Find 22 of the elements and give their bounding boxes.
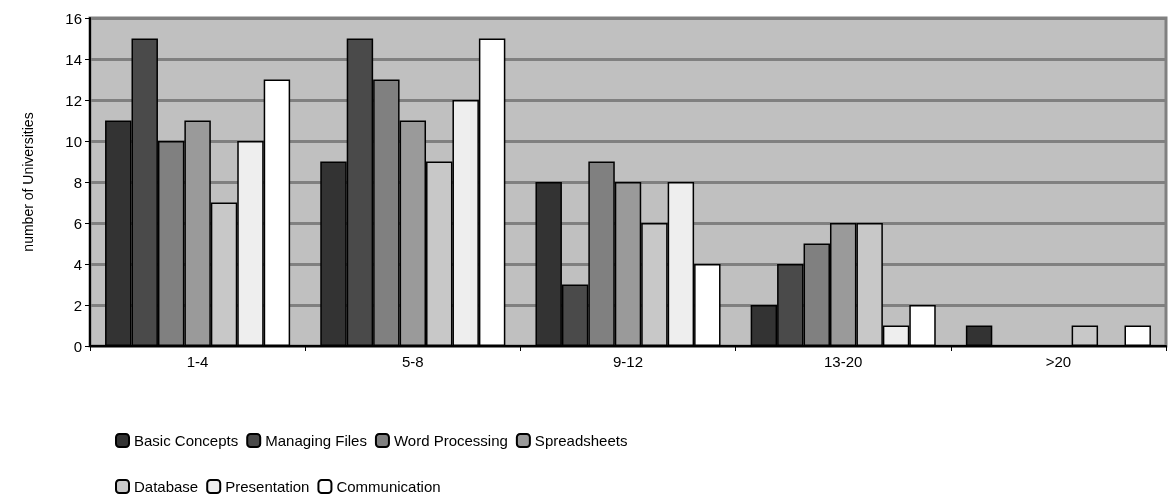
y-tick-label: 16 [65,9,82,27]
legend-label: Managing Files [265,432,367,449]
x-tick-label: 13-20 [824,353,863,370]
x-tick-label: >20 [1045,353,1072,370]
x-tick-label: 1-4 [186,353,209,370]
y-tick-label: 12 [65,91,82,109]
y-tick-label: 8 [73,173,82,191]
y-tick-label: 0 [73,337,82,355]
x-tick-label: 9-12 [612,353,644,370]
legend-label: Communication [336,478,441,495]
legend-label: Spreadsheets [534,432,628,449]
legend-label: Presentation [225,478,310,495]
y-tick-label: 6 [73,214,82,232]
legend-label: Basic Concepts [134,432,239,449]
legend-label: Database [134,478,199,495]
y-tick-label: 10 [65,132,82,150]
legend-label: Word Processing [393,432,508,449]
y-tick-label: 14 [65,50,82,68]
x-tick-label: 5-8 [401,353,424,370]
y-tick-label: 4 [73,255,82,273]
y-tick-label: 2 [73,296,82,314]
y-axis-title: number of Universities [20,112,36,252]
